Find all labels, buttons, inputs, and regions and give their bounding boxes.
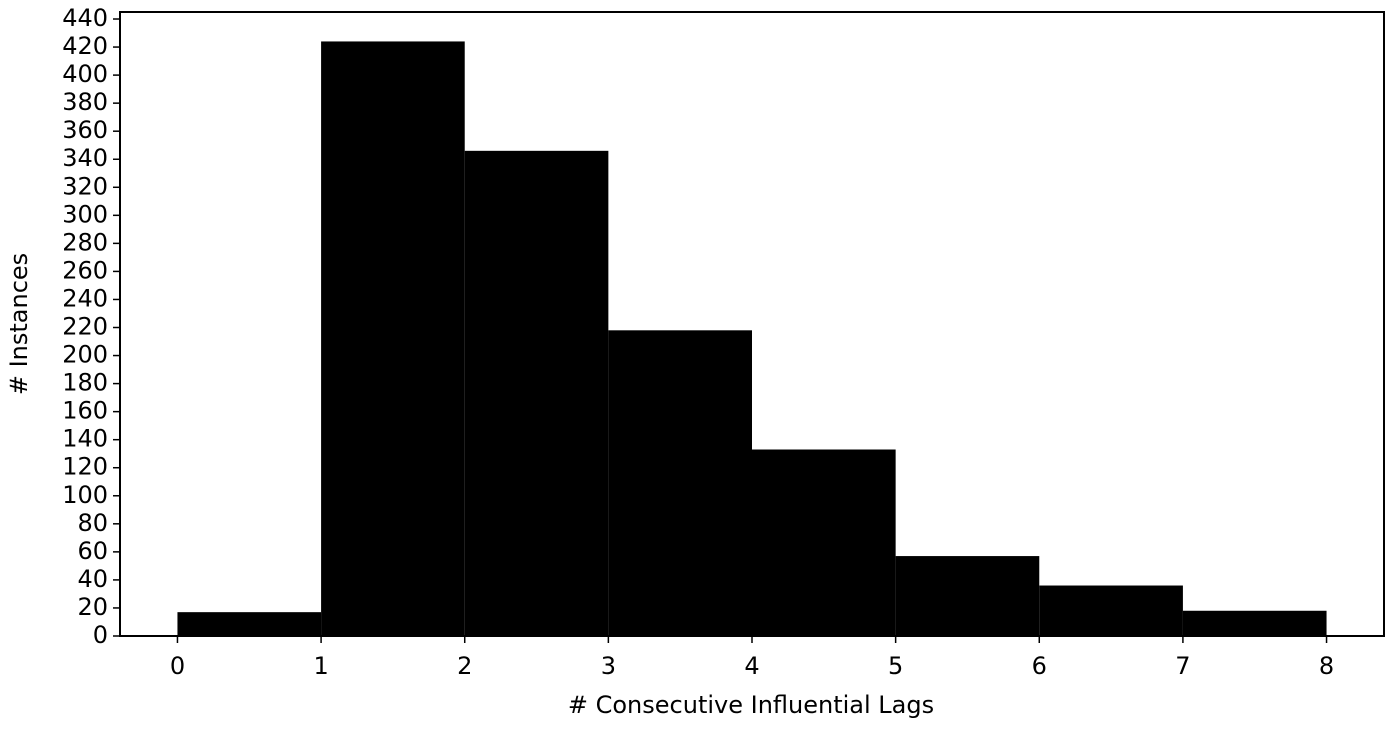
bar: [752, 449, 896, 636]
y-tick-label: 160: [62, 397, 108, 425]
y-tick-label: 440: [62, 4, 108, 32]
y-tick-label: 120: [62, 453, 108, 481]
y-tick-label: 180: [62, 369, 108, 397]
y-tick-label: 20: [77, 593, 108, 621]
x-tick-label: 6: [1032, 652, 1047, 680]
x-tick-label: 2: [457, 652, 472, 680]
y-tick-label: 40: [77, 565, 108, 593]
bar: [895, 556, 1040, 636]
y-tick-label: 340: [62, 144, 108, 172]
y-tick-label: 380: [62, 88, 108, 116]
y-tick-label: 140: [62, 425, 108, 453]
y-tick-label: 280: [62, 228, 108, 256]
bar: [1182, 610, 1327, 636]
bar: [177, 612, 322, 636]
x-tick-label: 3: [601, 652, 616, 680]
y-tick-label: 320: [62, 172, 108, 200]
y-tick-label: 200: [62, 341, 108, 369]
x-tick-label: 7: [1175, 652, 1190, 680]
x-tick-label: 4: [744, 652, 759, 680]
bar: [321, 41, 465, 636]
y-tick-label: 400: [62, 60, 108, 88]
bar: [608, 330, 752, 636]
y-tick-label: 80: [77, 509, 108, 537]
y-tick-label: 240: [62, 284, 108, 312]
x-axis-label: # Consecutive Influential Lags: [568, 691, 934, 719]
y-tick-label: 220: [62, 313, 108, 341]
y-tick-label: 60: [77, 537, 108, 565]
y-tick-label: 420: [62, 32, 108, 60]
x-tick-label: 1: [313, 652, 328, 680]
y-tick-label: 100: [62, 481, 108, 509]
x-tick-label: 0: [170, 652, 185, 680]
y-tick-label: 300: [62, 200, 108, 228]
x-tick-label: 5: [888, 652, 903, 680]
x-tick-label: 8: [1319, 652, 1334, 680]
y-axis-label: # Instances: [5, 253, 33, 395]
y-tick-label: 260: [62, 256, 108, 284]
y-tick-label: 360: [62, 116, 108, 144]
bar: [464, 150, 609, 636]
bar: [1039, 585, 1183, 636]
y-tick-label: 0: [93, 621, 108, 649]
